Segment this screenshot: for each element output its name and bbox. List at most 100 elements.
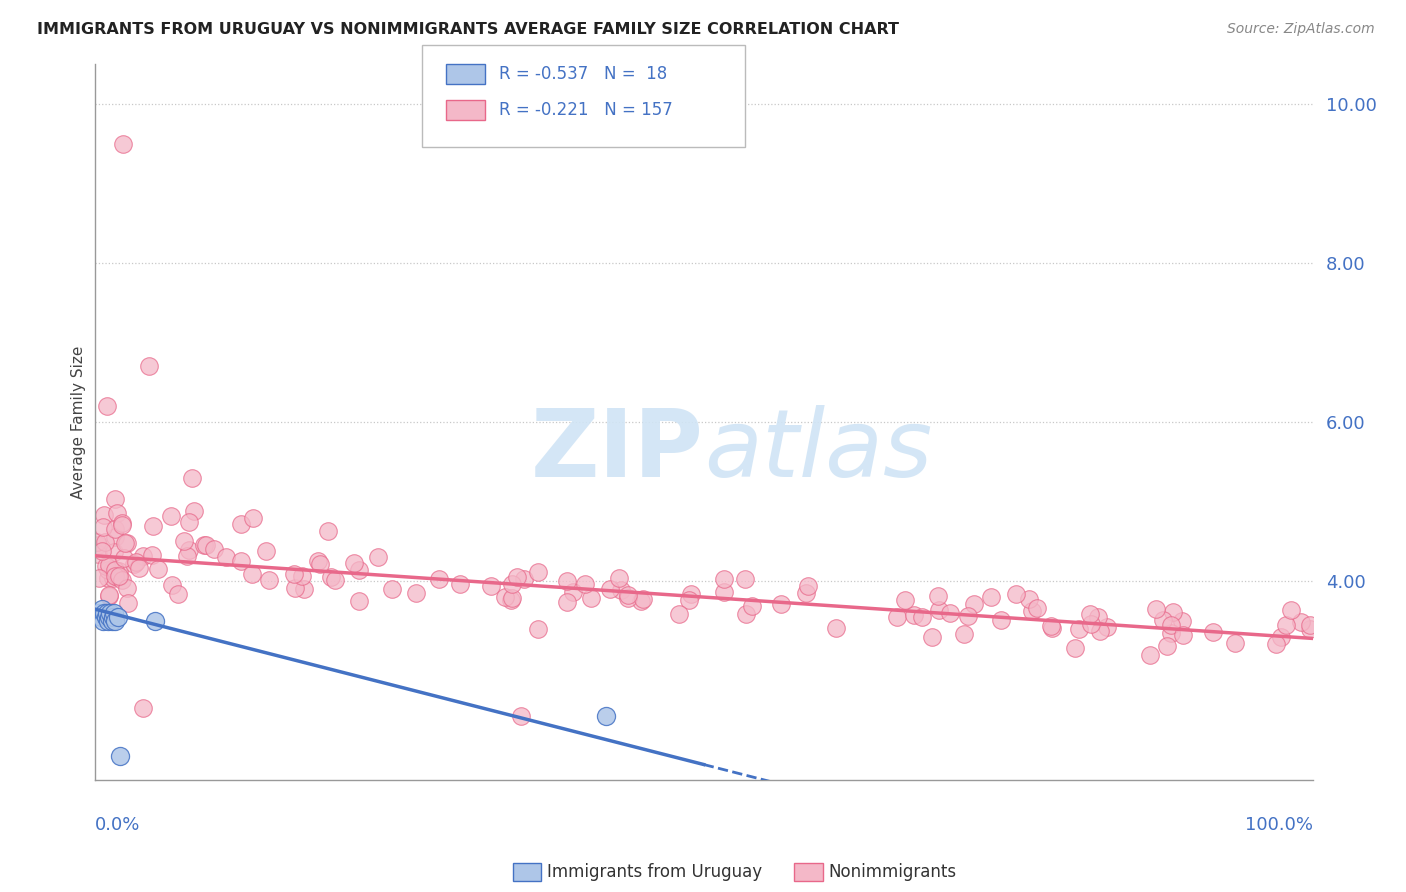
Point: [97, 558, 120, 572]
Point: [87, 547, 110, 561]
Point: [176, 549, 198, 563]
Point: [104, 614, 127, 628]
Point: [93, 508, 115, 522]
Point: [479, 579, 502, 593]
Point: [1160, 618, 1182, 632]
Point: [1064, 640, 1087, 655]
Point: [927, 589, 949, 603]
Point: [115, 581, 138, 595]
Point: [111, 136, 134, 151]
Point: [97, 571, 120, 585]
Point: [91, 614, 114, 628]
Point: [90, 544, 112, 558]
Point: [177, 515, 200, 529]
Point: [1160, 625, 1182, 640]
Point: [527, 565, 550, 579]
Point: [100, 614, 122, 628]
Point: [1152, 613, 1174, 627]
Point: [146, 562, 169, 576]
Point: [599, 582, 621, 597]
Point: [86, 534, 108, 549]
Point: [713, 585, 735, 599]
Point: [990, 614, 1012, 628]
Point: [381, 582, 404, 596]
Point: [103, 571, 125, 585]
Point: [181, 471, 204, 485]
Text: Source: ZipAtlas.com: Source: ZipAtlas.com: [1227, 22, 1375, 37]
Point: [173, 533, 195, 548]
Point: [678, 592, 700, 607]
Point: [1095, 620, 1118, 634]
Point: [1025, 601, 1047, 615]
Point: [98, 610, 121, 624]
Point: [713, 572, 735, 586]
Point: [349, 563, 371, 577]
Point: [115, 535, 138, 549]
Point: [215, 549, 238, 564]
Point: [574, 577, 596, 591]
Point: [526, 622, 548, 636]
Point: [824, 621, 846, 635]
Point: [1223, 636, 1246, 650]
Text: IMMIGRANTS FROM URUGUAY VS NONIMMIGRANTS AVERAGE FAMILY SIZE CORRELATION CHART: IMMIGRANTS FROM URUGUAY VS NONIMMIGRANTS…: [37, 22, 898, 37]
Point: [125, 555, 148, 569]
Point: [325, 574, 347, 588]
Point: [111, 518, 134, 533]
Point: [449, 577, 471, 591]
Text: Nonimmigrants: Nonimmigrants: [828, 863, 956, 881]
Point: [956, 609, 979, 624]
Point: [104, 563, 127, 577]
Point: [794, 586, 817, 600]
Point: [1171, 615, 1194, 629]
Point: [131, 549, 153, 563]
Point: [183, 504, 205, 518]
Point: [1087, 610, 1109, 624]
Point: [96, 399, 118, 413]
Point: [114, 536, 136, 550]
Point: [1080, 617, 1102, 632]
Point: [1005, 586, 1028, 600]
Point: [617, 588, 640, 602]
Point: [1279, 603, 1302, 617]
Point: [107, 610, 129, 624]
Point: [1139, 648, 1161, 662]
Text: atlas: atlas: [704, 405, 932, 496]
Point: [616, 591, 638, 605]
Point: [96, 606, 118, 620]
Point: [886, 609, 908, 624]
Point: [797, 579, 820, 593]
Point: [1040, 621, 1063, 635]
Point: [1069, 622, 1091, 636]
Point: [128, 561, 150, 575]
Point: [100, 563, 122, 577]
Point: [103, 606, 125, 620]
Point: [87, 606, 110, 620]
Point: [1291, 615, 1313, 629]
Point: [117, 596, 139, 610]
Point: [494, 590, 516, 604]
Point: [132, 701, 155, 715]
Point: [97, 614, 120, 628]
Point: [283, 567, 305, 582]
Point: [93, 520, 115, 534]
Point: [1270, 631, 1292, 645]
Point: [512, 573, 534, 587]
Point: [105, 506, 128, 520]
Point: [681, 586, 703, 600]
Point: [108, 749, 131, 764]
Point: [93, 606, 115, 620]
Point: [86, 538, 108, 552]
Point: [405, 586, 427, 600]
Point: [195, 538, 218, 552]
Point: [319, 570, 342, 584]
Point: [910, 610, 932, 624]
Point: [1144, 602, 1167, 616]
Point: [90, 610, 112, 624]
Point: [284, 581, 307, 595]
Point: [138, 359, 160, 374]
Point: [87, 571, 110, 585]
Point: [94, 610, 117, 624]
Point: [1265, 637, 1288, 651]
Point: [953, 627, 976, 641]
Point: [94, 534, 117, 549]
